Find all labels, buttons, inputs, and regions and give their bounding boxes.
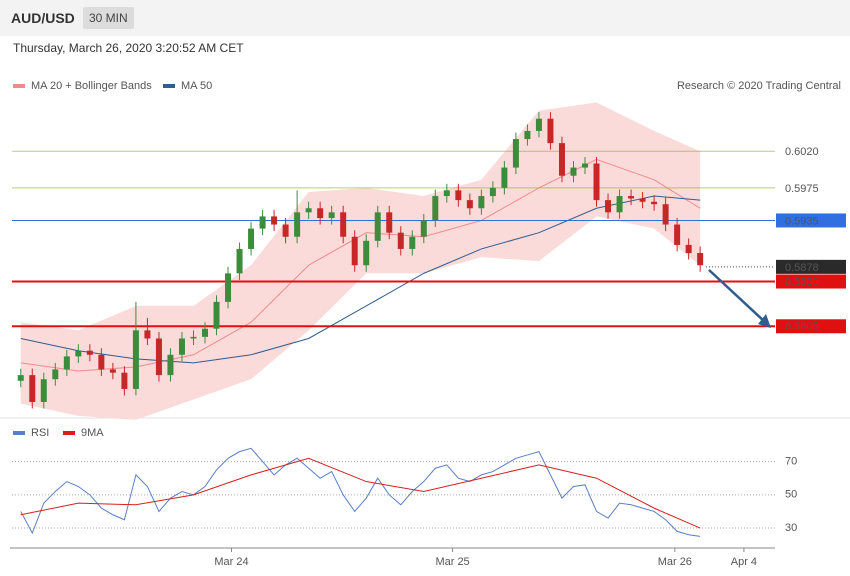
candle-body — [52, 369, 59, 380]
legend-label: 9MA — [81, 427, 104, 439]
candle-body — [616, 196, 623, 213]
y-tick-label: 50 — [785, 489, 797, 501]
candle-body — [524, 130, 531, 140]
candle-body — [363, 240, 370, 266]
candle-body — [420, 220, 427, 237]
candle-body — [17, 375, 24, 381]
forecast-arrow-head — [758, 314, 771, 328]
candle-body — [489, 187, 496, 197]
last-price-label: 0.5878 — [785, 262, 819, 274]
candle-body — [40, 379, 47, 402]
candle-body — [29, 375, 36, 402]
legend-swatch — [63, 431, 75, 435]
x-tick-label: Mar 25 — [435, 556, 469, 568]
indicator-line — [20, 457, 701, 529]
candle-body — [593, 163, 600, 201]
candle-body — [570, 167, 577, 176]
candle-body — [685, 244, 692, 254]
candle-body — [501, 167, 508, 188]
candle-body — [248, 228, 255, 249]
legend-swatch — [163, 84, 175, 88]
forecast-arrow — [708, 268, 766, 323]
candle-body — [225, 273, 232, 302]
legend-label: RSI — [31, 427, 49, 439]
candle-body — [259, 216, 266, 229]
level-label: 0.5805 — [785, 321, 819, 333]
level-label-box — [776, 274, 846, 289]
candle-body — [271, 216, 278, 225]
candle-body — [409, 236, 416, 249]
candle-body — [443, 190, 450, 197]
legend-swatch — [13, 84, 25, 88]
candle-body — [213, 301, 220, 329]
candle-body — [109, 369, 116, 373]
candle-body — [317, 208, 324, 219]
candle-body — [236, 248, 243, 274]
candle-body — [202, 328, 208, 337]
symbol: AUD/USD — [11, 10, 75, 26]
y-tick-label: 70 — [785, 456, 797, 468]
indicator-line — [20, 447, 701, 537]
candle-body — [190, 336, 197, 339]
candle-body — [674, 224, 681, 245]
level-label: 0.5860 — [785, 276, 819, 288]
candle-body — [282, 224, 289, 237]
bollinger-band — [20, 102, 701, 420]
candle-body — [121, 372, 128, 389]
candle-body — [455, 190, 462, 201]
timestamp: Thursday, March 26, 2020 3:20:52 AM CET — [13, 41, 244, 55]
candle-body — [582, 163, 588, 168]
candle-body — [547, 118, 554, 144]
candle-body — [466, 200, 473, 209]
candle-body — [294, 212, 301, 237]
candle-body — [340, 212, 347, 237]
source-credit: Research © 2020 Trading Central — [677, 80, 841, 92]
x-tick-label: Mar 24 — [214, 556, 248, 568]
candle-body — [558, 143, 565, 176]
candle-body — [651, 201, 658, 205]
candle-body — [98, 354, 105, 370]
candle-body — [432, 196, 439, 221]
level-label: 0.6020 — [785, 146, 819, 158]
x-tick-label: Apr 4 — [731, 556, 757, 568]
x-tick-label: Mar 26 — [658, 556, 692, 568]
candle-body — [374, 212, 381, 241]
candle-body — [397, 232, 404, 249]
candle-body — [639, 198, 646, 202]
candle-body — [478, 196, 485, 209]
candle-body — [63, 356, 70, 370]
level-label: 0.5975 — [785, 183, 819, 195]
candle-body — [178, 338, 185, 355]
level-label-box — [776, 213, 846, 228]
level-label: 0.5935 — [785, 215, 819, 227]
legend-label: MA 50 — [181, 80, 212, 92]
candle-body — [144, 330, 151, 339]
last-price-box — [776, 259, 846, 274]
candle-body — [305, 208, 312, 213]
candle-body — [155, 338, 162, 376]
candle-body — [386, 212, 393, 233]
candle-body — [167, 354, 174, 376]
legend-swatch — [13, 431, 25, 435]
toolbar: AUD/USD 30 MIN — [0, 0, 850, 36]
y-tick-label: 30 — [785, 522, 797, 534]
candle-body — [662, 204, 669, 225]
candle-body — [351, 236, 358, 266]
candle-body — [535, 118, 542, 131]
candle-body — [75, 350, 82, 357]
candle-body — [86, 350, 93, 355]
legend-label: MA 20 + Bollinger Bands — [31, 80, 152, 92]
candle-body — [512, 139, 519, 168]
candle-body — [132, 330, 139, 389]
interval-button[interactable]: 30 MIN — [83, 7, 134, 29]
candle-body — [697, 253, 704, 266]
candle-body — [605, 200, 612, 213]
level-label-box — [776, 319, 846, 334]
candle-body — [328, 212, 335, 219]
candle-body — [628, 196, 635, 199]
